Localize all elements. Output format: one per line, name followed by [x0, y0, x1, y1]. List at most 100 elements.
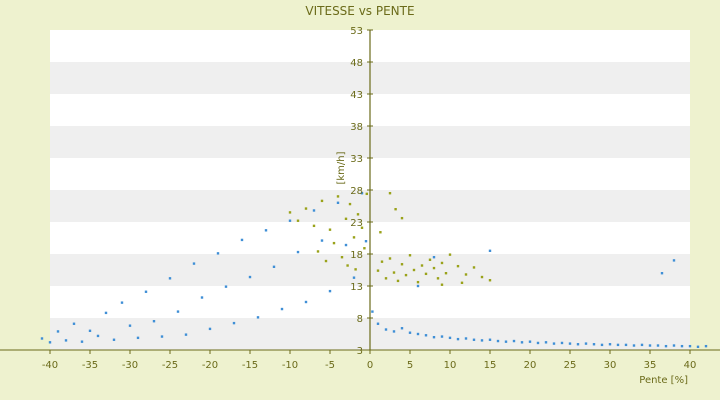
data-point — [136, 336, 140, 340]
data-point — [304, 207, 308, 210]
data-point — [444, 272, 448, 275]
data-point — [320, 239, 324, 242]
data-point — [528, 340, 532, 343]
data-point — [576, 343, 580, 346]
data-point — [456, 337, 460, 341]
data-point — [440, 283, 444, 286]
data-point — [344, 243, 348, 247]
data-point — [696, 345, 700, 348]
data-point — [200, 296, 204, 299]
x-tick-label: 20 — [524, 360, 537, 371]
data-point — [48, 341, 52, 344]
data-point — [394, 208, 397, 211]
data-point — [224, 285, 228, 288]
data-point — [608, 343, 612, 346]
data-point — [324, 259, 328, 263]
data-point — [568, 342, 572, 345]
data-point — [120, 301, 124, 304]
data-point — [460, 281, 464, 284]
y-tick-label: 23 — [350, 218, 363, 229]
data-point — [584, 342, 588, 345]
data-point — [408, 254, 412, 257]
data-point — [480, 275, 484, 279]
y-axis-label: [km/h] — [336, 151, 347, 184]
data-point — [340, 256, 344, 259]
data-point — [504, 340, 508, 343]
x-tick-label: 10 — [444, 360, 457, 371]
data-point — [288, 219, 292, 222]
data-point — [128, 324, 132, 327]
data-point — [544, 341, 548, 344]
data-point — [396, 279, 400, 283]
data-point — [464, 273, 468, 276]
data-point — [184, 333, 188, 336]
x-tick-label: 15 — [484, 360, 497, 371]
data-point — [448, 336, 452, 340]
data-point — [648, 344, 652, 347]
data-point — [384, 328, 388, 331]
data-point — [248, 275, 252, 279]
data-point — [240, 238, 244, 242]
data-point — [344, 217, 348, 220]
data-point — [360, 192, 364, 195]
data-point — [536, 341, 540, 345]
y-tick-label: 8 — [357, 314, 363, 325]
y-tick-label: 38 — [350, 122, 363, 133]
data-point — [664, 344, 668, 348]
y-tick-label: 33 — [350, 154, 363, 165]
data-point — [346, 264, 349, 267]
data-point — [152, 320, 156, 323]
y-tick-label: 13 — [350, 282, 363, 293]
data-point — [168, 277, 172, 280]
data-point — [400, 327, 404, 330]
data-point — [600, 343, 604, 347]
data-point — [440, 335, 444, 338]
data-point — [420, 264, 424, 267]
x-tick-label: -5 — [325, 360, 335, 371]
data-point — [40, 337, 44, 340]
data-point — [348, 202, 352, 206]
data-point — [328, 289, 332, 293]
data-point — [316, 250, 320, 253]
data-point — [400, 263, 404, 266]
x-tick-label: -15 — [242, 360, 258, 371]
data-point — [80, 340, 84, 343]
data-point — [480, 339, 484, 342]
y-tick-label: 53 — [350, 26, 363, 37]
data-point — [352, 276, 356, 279]
data-point — [352, 236, 356, 239]
data-point — [304, 300, 308, 304]
data-point — [432, 266, 436, 270]
data-point — [376, 269, 380, 272]
data-point — [416, 280, 420, 284]
data-point — [320, 199, 324, 203]
data-point — [680, 344, 684, 348]
series-layer — [40, 192, 708, 348]
data-point — [336, 201, 340, 204]
data-point — [488, 338, 492, 341]
data-point — [363, 247, 366, 250]
data-point — [424, 272, 428, 276]
data-point — [400, 216, 404, 220]
data-point — [488, 279, 492, 282]
y-tick-label: 18 — [350, 250, 363, 261]
data-point — [632, 344, 636, 347]
chart-title: VITESSE vs PENTE — [305, 4, 414, 18]
data-point — [388, 257, 392, 260]
data-point — [672, 259, 676, 262]
data-point — [379, 231, 382, 234]
data-point — [328, 228, 332, 231]
data-point — [560, 341, 564, 345]
data-point — [432, 256, 436, 259]
data-point — [88, 329, 92, 332]
data-point — [424, 334, 428, 337]
x-tick-label: 5 — [407, 360, 413, 371]
data-point — [336, 195, 340, 198]
data-point — [376, 322, 380, 325]
data-point — [520, 341, 524, 344]
data-point — [672, 344, 676, 347]
x-tick-label: -40 — [42, 360, 58, 371]
y-tick-label: 28 — [350, 186, 363, 197]
